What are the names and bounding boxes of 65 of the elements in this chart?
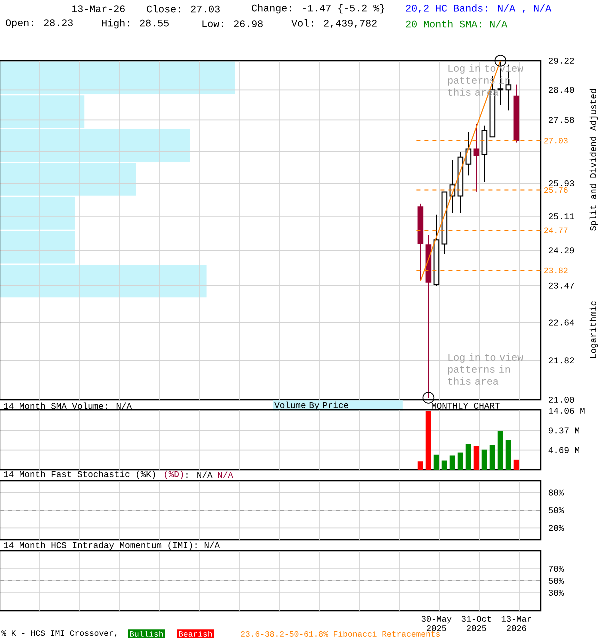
y-tick-label: 50% (548, 508, 564, 514)
bar (498, 430, 504, 470)
text: 14 Month Fast Stochastic (%K) (4, 470, 156, 480)
bar (434, 454, 440, 470)
text: Change: -1.47 {-5.2 %} (252, 4, 384, 14)
x-tick-label: 31-Oct 2025 (462, 616, 492, 632)
text: Vol: 2,439,782 (292, 20, 377, 29)
y-axis-title: Split and Dividend Adjusted (590, 90, 598, 231)
y-tick-label: 20% (549, 525, 564, 532)
y-tick-label: 80% (548, 490, 564, 496)
y-tick-label: 23.47 (549, 282, 574, 289)
text: (%D) (165, 470, 184, 480)
annotation: Log in to view patterns in this area (448, 354, 524, 385)
text: Logarithmic (590, 302, 598, 358)
text: Volume By Price (274, 402, 349, 410)
text: % K - HCS IMI Crossover, (2, 630, 117, 638)
text: Close: 27.03 (147, 5, 220, 13)
y-tick-label: 21.00 (549, 396, 574, 403)
text: 14 Month SMA Volume: N/A (4, 402, 132, 410)
bar (450, 456, 456, 470)
bar (418, 462, 424, 470)
y-tick-label: 21.82 (549, 358, 574, 364)
y-tick-label: 25.93 (549, 180, 574, 187)
y-tick-label: 70% (549, 566, 564, 572)
text: 20,2 HC Bands: N/A , N/A (406, 4, 552, 14)
bar (514, 460, 520, 470)
bar (506, 440, 512, 470)
y-tick-label: 4.69 M (548, 447, 580, 454)
text: 13-Mar-26 (72, 6, 125, 12)
y-tick-label: 14.06 M (549, 408, 585, 414)
text: 23.6-38.2-50-61.8% Fibonacci Retracements (241, 631, 440, 637)
text: Low: 26.98 (202, 20, 263, 28)
text: 20 Month SMA: N/A (406, 20, 508, 28)
x-tick-label: 13-Mar 2026 (502, 616, 532, 632)
bar (474, 446, 480, 470)
bar (490, 445, 496, 470)
text: High: 28.55 (102, 19, 169, 29)
text: Bearish (179, 631, 212, 637)
y-tick-label: 28.40 (549, 87, 574, 94)
bar (458, 452, 464, 470)
text: : N/A (186, 472, 213, 478)
ref-line-label: 27.03 (544, 138, 568, 144)
candlestick (474, 123, 480, 192)
text: N/A (218, 472, 234, 478)
x-tick-label: 30-May 2025 (422, 616, 452, 632)
text: 14 Month HCS Intraday Momentum (IMI): N/A (4, 542, 220, 550)
bar (426, 411, 432, 470)
bar (442, 460, 448, 470)
y-tick-label: 50% (548, 578, 564, 584)
ref-line-label: 25.76 (544, 188, 568, 194)
candlestick (482, 125, 488, 183)
ref-line-label: 24.77 (544, 228, 568, 234)
bar (466, 444, 472, 470)
y-tick-label: 29.22 (549, 58, 574, 64)
bar (482, 450, 488, 470)
text: Open: 28.23 (6, 20, 73, 28)
text: MONTHLY CHART (432, 403, 500, 409)
text: Bullish (130, 631, 164, 637)
y-tick-label: 24.29 (549, 248, 574, 254)
y-tick-label: 9.37 M (548, 428, 580, 434)
ref-line-label: 23.82 (544, 268, 568, 274)
y-tick-label: 30% (548, 590, 564, 596)
y-tick-label: 22.64 (549, 320, 574, 326)
y-tick-label: 27.58 (549, 117, 574, 124)
y-tick-label: 25.11 (549, 214, 574, 220)
